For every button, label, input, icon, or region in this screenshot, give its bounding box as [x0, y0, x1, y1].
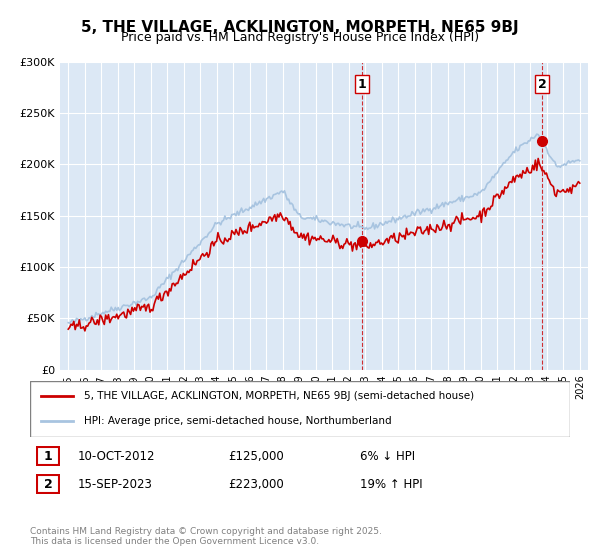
Text: 1: 1 [358, 78, 366, 91]
FancyBboxPatch shape [37, 447, 59, 465]
Text: 2: 2 [538, 78, 547, 91]
Text: £125,000: £125,000 [228, 450, 284, 463]
FancyBboxPatch shape [37, 475, 59, 493]
Text: 5, THE VILLAGE, ACKLINGTON, MORPETH, NE65 9BJ: 5, THE VILLAGE, ACKLINGTON, MORPETH, NE6… [81, 20, 519, 35]
Text: 2: 2 [44, 478, 52, 491]
Text: 1: 1 [44, 450, 52, 463]
Text: 5, THE VILLAGE, ACKLINGTON, MORPETH, NE65 9BJ (semi-detached house): 5, THE VILLAGE, ACKLINGTON, MORPETH, NE6… [84, 391, 474, 402]
Text: Contains HM Land Registry data © Crown copyright and database right 2025.
This d: Contains HM Land Registry data © Crown c… [30, 526, 382, 546]
Text: £223,000: £223,000 [228, 478, 284, 491]
Text: 19% ↑ HPI: 19% ↑ HPI [360, 478, 422, 491]
Text: HPI: Average price, semi-detached house, Northumberland: HPI: Average price, semi-detached house,… [84, 416, 392, 426]
FancyBboxPatch shape [30, 381, 570, 437]
Text: Price paid vs. HM Land Registry's House Price Index (HPI): Price paid vs. HM Land Registry's House … [121, 31, 479, 44]
Text: 6% ↓ HPI: 6% ↓ HPI [360, 450, 415, 463]
Text: 15-SEP-2023: 15-SEP-2023 [78, 478, 153, 491]
Text: 10-OCT-2012: 10-OCT-2012 [78, 450, 155, 463]
